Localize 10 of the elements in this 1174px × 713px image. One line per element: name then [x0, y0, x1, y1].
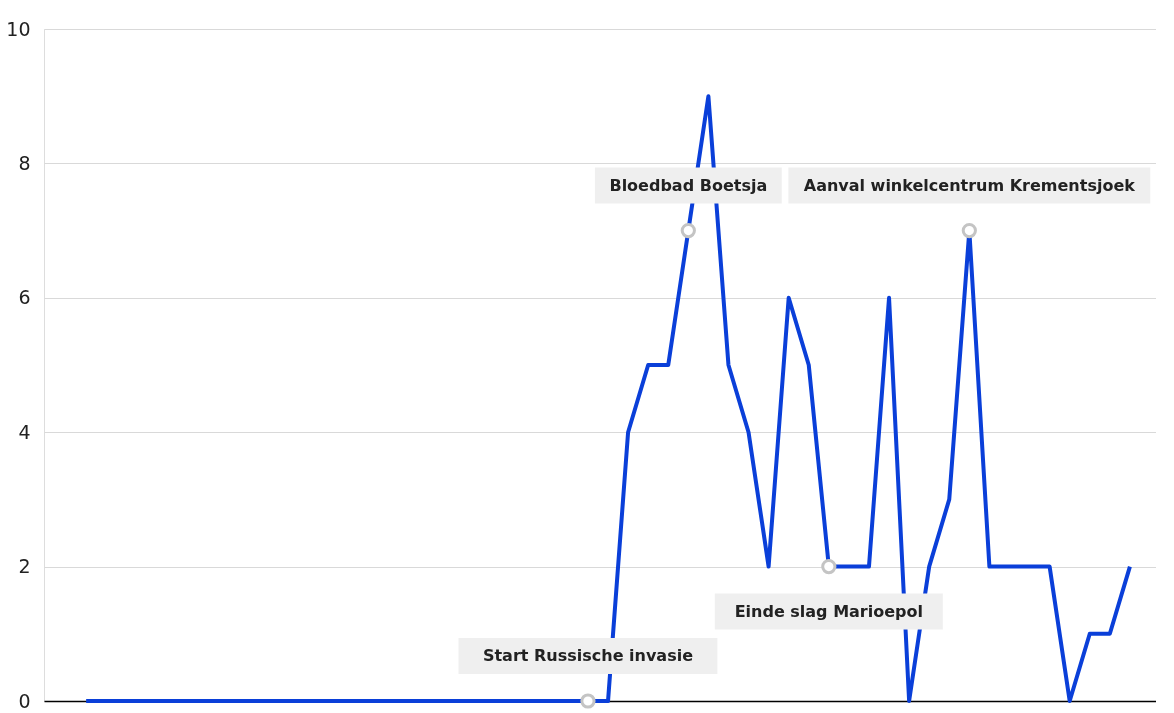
annotation: Bloedbad Boetsja	[609, 175, 768, 195]
y-tick-label: 0	[18, 689, 31, 712]
y-tick-label: 4	[18, 420, 31, 443]
y-tick-label: 8	[18, 151, 31, 174]
y-tick-label: 2	[18, 555, 31, 578]
annotation: Aanval winkelcentrum Krementsjoek	[803, 175, 1136, 195]
annotation: Start Russische invasie	[482, 646, 694, 665]
y-tick-label: 10	[6, 17, 31, 40]
annotation: Einde slag Marioepol	[734, 601, 924, 621]
y-tick-label: 6	[18, 286, 31, 309]
